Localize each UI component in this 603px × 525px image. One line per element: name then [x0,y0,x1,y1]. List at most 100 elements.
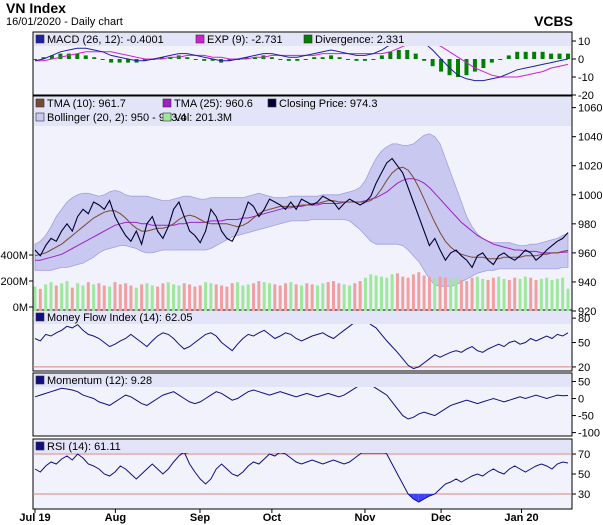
volume-bar [97,283,101,311]
volume-bar [539,278,543,311]
price-axis-tick-label: 1060 [578,103,602,115]
divergence-bar [566,53,570,59]
macd-legend-swatch [195,34,205,44]
divergence-bar [117,59,122,63]
macd-legend-label: EXP (9): -2.731 [207,34,283,46]
divergence-bar [549,53,554,59]
price-legend-swatch [162,98,172,108]
price-legend-label: TMA (10): 961.7 [47,98,126,110]
rsi-oversold-fill [418,494,425,502]
x-axis-label: Nov [355,512,377,524]
money-flow-legend-label: Money Flow Index (14): 62.05 [47,312,193,324]
rsi-line [34,445,569,503]
divergence-bar [388,51,393,59]
momentum-axis-tick-label: 0 [578,394,584,406]
volume-bar [342,284,346,311]
volume-bar [188,284,192,311]
divergence-bar [413,53,418,59]
volume-bar [321,283,325,311]
momentum-line [34,382,569,420]
volume-bar [534,279,538,311]
x-axis-label: Jul 19 [19,512,50,524]
macd-legend-swatch [35,34,45,44]
divergence-bar [185,57,190,59]
volume-bar [529,277,533,311]
divergence-bar [83,55,88,59]
divergence-bar [498,59,503,60]
volume-bar [310,284,314,311]
divergence-bar [126,59,131,63]
volume-bar [507,279,511,311]
volume-bar [70,287,74,311]
price-legend-swatch [267,98,277,108]
volume-bar [523,276,527,311]
volume-bar [156,286,160,311]
divergence-bar [481,59,486,68]
divergence-bar [557,53,562,59]
exp-line [35,40,569,78]
volume-bar [193,286,197,311]
momentum-axis-tick-label: -100 [578,428,600,440]
price-axis-tick-label: 1020 [578,161,602,173]
price-axis-tick-label: 920 [578,306,596,318]
macd-axis-tick-label: 0 [578,54,584,66]
volume-bar [76,283,80,311]
volume-bar [417,272,421,311]
macd-legend-label: Divergence: 2.331 [315,34,404,46]
volume-bar [81,285,85,311]
divergence-bar [168,57,173,59]
volume-bar [395,273,399,311]
divergence-bar [75,53,80,59]
volume-bar [502,278,506,311]
divergence-bar [58,53,63,59]
momentum-axis-tick-label: 50 [578,377,590,389]
divergence-bar [456,59,461,77]
money-flow-axis-tick-label: 20 [578,362,590,374]
volume-bar [550,279,554,311]
rsi-legend-bg [34,440,571,453]
tma-long-line [35,178,569,261]
volume-bar [289,282,293,311]
volume-bar [92,284,96,311]
x-axis-label: Aug [105,512,126,524]
money-flow-legend-bg [34,311,571,324]
divergence-bar [92,57,97,59]
divergence-bar [193,59,198,60]
divergence-bar [464,59,469,76]
volume-bar [497,276,501,311]
volume-bar [198,285,202,311]
volume-bar [177,285,181,311]
macd-line [34,35,569,82]
chart-title: VN Index [6,0,66,16]
divergence-bar [506,55,511,59]
price-axis-tick-label: 960 [578,248,596,260]
divergence-bar [396,50,401,59]
volume-bar [150,285,154,311]
volume-bar [401,276,405,311]
price-legend-swatch [35,98,45,108]
volume-tick-label: 0M [13,302,28,314]
price-legend-swatch [162,112,172,122]
volume-bar [353,283,357,311]
volume-bar [140,284,144,311]
volume-bar [465,281,469,311]
x-axis-label: Jan 20 [504,512,538,524]
volume-bar [443,277,447,311]
volume-bar [486,279,490,311]
volume-bar [172,284,176,311]
divergence-bar [159,57,164,59]
volume-bar [438,276,442,311]
volume-bar [284,283,288,311]
divergence-bar [354,59,359,61]
rsi-axis-tick-label: 50 [578,469,590,481]
bollinger-band [34,133,569,287]
volume-bar [385,277,389,311]
price-axis-tick-label: 980 [578,219,596,231]
volume-bar [300,285,303,311]
volume-bar [363,277,367,311]
volume-bar [225,286,229,311]
volume-bar [252,283,256,311]
divergence-bar [439,59,444,72]
rsi-axis-tick-label: 30 [578,489,590,501]
volume-bar [33,286,37,311]
